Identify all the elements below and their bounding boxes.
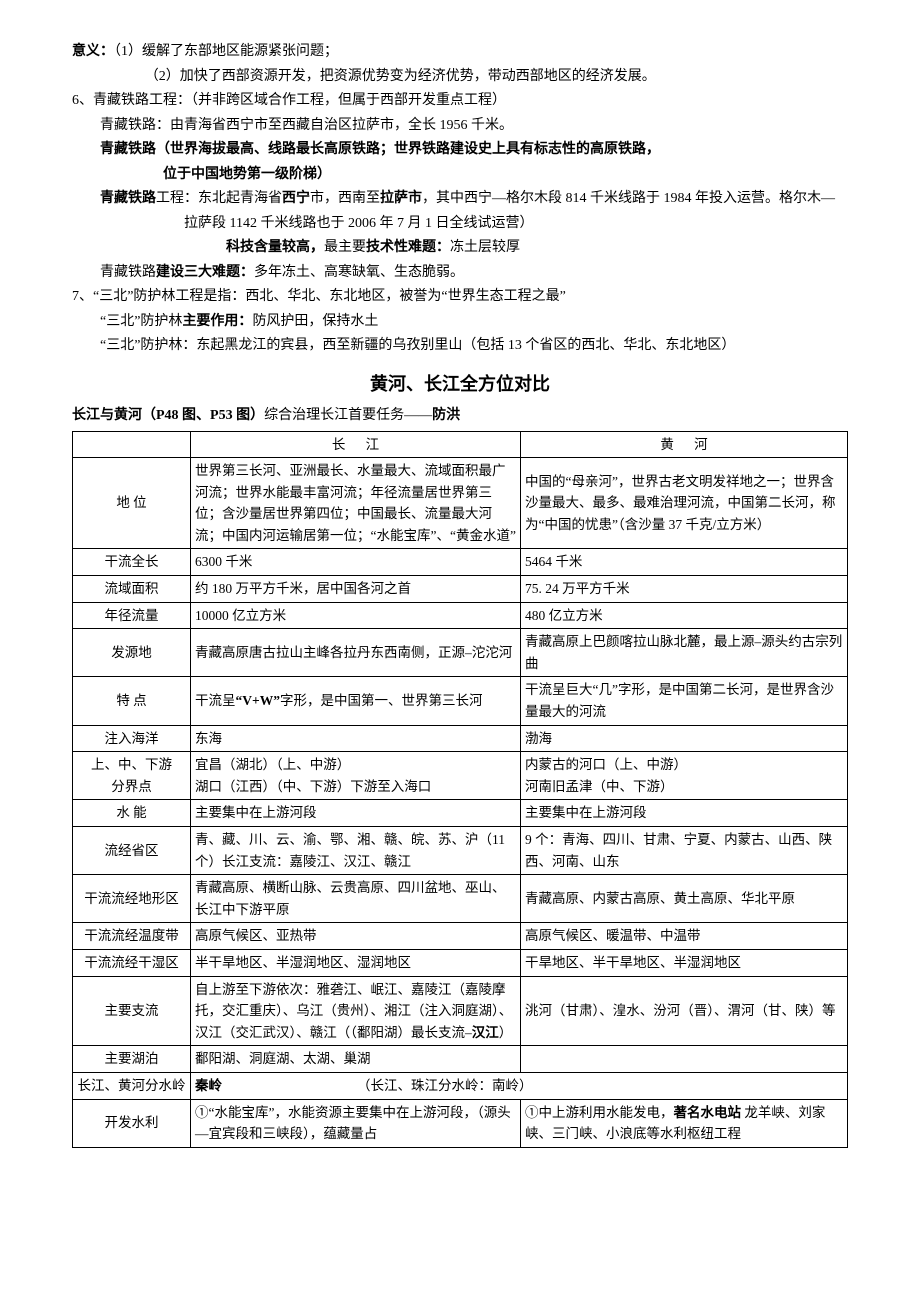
table-header-changjiang: 长江	[191, 431, 521, 458]
table-row: 注入海洋东海渤海	[73, 725, 848, 752]
cell-changjiang: 10000 亿立方米	[191, 602, 521, 629]
row-label: 上、中、下游 分界点	[73, 752, 191, 800]
row-label: 干流全长	[73, 549, 191, 576]
row-label: 开发水利	[73, 1099, 191, 1147]
comparison-table: 长江黄河地 位世界第三长河、亚洲最长、水量最大、流域面积最广河流；世界水能最丰富…	[72, 431, 848, 1148]
row-label: 干流流经干湿区	[73, 949, 191, 976]
cell-changjiang: 东海	[191, 725, 521, 752]
cell-changjiang: 青藏高原唐古拉山主峰各拉丹东西南侧，正源–沱沱河	[191, 629, 521, 677]
item6-c: 青藏铁路（世界海拔最高、线路最长高原铁路；世界铁路建设史上具有标志性的高原铁路，	[72, 138, 848, 163]
meaning-line2: （2）加快了西部资源开发，把资源优势变为经济优势，带动西部地区的经济发展。	[72, 65, 848, 90]
table-row: 年径流量10000 亿立方米480 亿立方米	[73, 602, 848, 629]
table-row: 主要支流自上游至下游依次：雅砻江、岷江、嘉陵江（嘉陵摩托，交汇重庆）、乌江（贵州…	[73, 976, 848, 1046]
cell-huanghe: 主要集中在上游河段	[521, 800, 848, 827]
table-row: 上、中、下游 分界点宜昌（湖北）（上、中游） 湖口（江西）（中、下游）下游至入海…	[73, 752, 848, 800]
item6-d: 青藏铁路工程：东北起青海省西宁市，西南至拉萨市，其中西宁—格尔木段 814 千米…	[72, 187, 848, 236]
meaning-line: 意义：（1）缓解了东部地区能源紧张问题；	[72, 40, 848, 65]
row-label: 主要湖泊	[73, 1046, 191, 1073]
table-row: 特 点干流呈“V+W”字形，是中国第一、世界第三长河干流呈巨大“几”字形，是中国…	[73, 677, 848, 725]
table-header-huanghe: 黄河	[521, 431, 848, 458]
table-header-empty	[73, 431, 191, 458]
table-row: 干流全长6300 千米5464 千米	[73, 549, 848, 576]
row-label: 地 位	[73, 458, 191, 549]
top-section: 意义：（1）缓解了东部地区能源紧张问题； （2）加快了西部资源开发，把资源优势变…	[72, 40, 848, 359]
item6-f: 青藏铁路建设三大难题：多年冻土、高寒缺氧、生态脆弱。	[72, 261, 848, 286]
cell-huanghe: 75. 24 万平方千米	[521, 576, 848, 603]
meaning-label: 意义：	[72, 44, 114, 59]
row-label: 流经省区	[73, 827, 191, 875]
cell-changjiang: 约 180 万平方千米，居中国各河之首	[191, 576, 521, 603]
table-row: 长江、黄河分水岭秦岭（长江、珠江分水岭：南岭）	[73, 1072, 848, 1099]
item7-c: “三北”防护林：东起黑龙江的宾县，西至新疆的乌孜别里山（包括 13 个省区的西北…	[72, 334, 848, 359]
cell-changjiang: 高原气候区、亚热带	[191, 923, 521, 950]
cell-changjiang: 鄱阳湖、洞庭湖、太湖、巢湖	[191, 1046, 521, 1073]
cell-huanghe: 中国的“母亲河”，世界古老文明发祥地之一；世界含沙量最大、最多、最难治理河流，中…	[521, 458, 848, 549]
cell-changjiang: 世界第三长河、亚洲最长、水量最大、流域面积最广河流；世界水能最丰富河流；年径流量…	[191, 458, 521, 549]
row-label: 主要支流	[73, 976, 191, 1046]
table-row: 流经省区青、藏、川、云、渝、鄂、湘、赣、皖、苏、沪（11 个）长江支流：嘉陵江、…	[73, 827, 848, 875]
item6-b: 青藏铁路：由青海省西宁市至西藏自治区拉萨市，全长 1956 千米。	[72, 114, 848, 139]
cell-huanghe: 青藏高原、内蒙古高原、黄土高原、华北平原	[521, 875, 848, 923]
item6-e: 科技含量较高，最主要技术性难题：冻土层较厚	[72, 236, 848, 261]
cell-huanghe: 5464 千米	[521, 549, 848, 576]
row-label: 水 能	[73, 800, 191, 827]
cell-changjiang: ①“水能宝库”，水能资源主要集中在上游河段，（源头—宜宾段和三峡段），蕴藏量占	[191, 1099, 521, 1147]
table-row: 干流流经温度带高原气候区、亚热带高原气候区、暖温带、中温带	[73, 923, 848, 950]
cell-huanghe: 干旱地区、半干旱地区、半湿润地区	[521, 949, 848, 976]
item7-a: 7、“三北”防护林工程是指：西北、华北、东北地区，被誉为“世界生态工程之最”	[72, 285, 848, 310]
cell-changjiang: 半干旱地区、半湿润地区、湿润地区	[191, 949, 521, 976]
cell-changjiang: 6300 千米	[191, 549, 521, 576]
table-row: 干流流经地形区青藏高原、横断山脉、云贵高原、四川盆地、巫山、长江中下游平原青藏高…	[73, 875, 848, 923]
cell-huanghe: 洮河（甘肃）、湟水、汾河（晋）、渭河（甘、陕）等	[521, 976, 848, 1046]
row-label: 长江、黄河分水岭	[73, 1072, 191, 1099]
cell-changjiang: 青藏高原、横断山脉、云贵高原、四川盆地、巫山、长江中下游平原	[191, 875, 521, 923]
table-row: 水 能主要集中在上游河段主要集中在上游河段	[73, 800, 848, 827]
row-label: 注入海洋	[73, 725, 191, 752]
table-row: 干流流经干湿区半干旱地区、半湿润地区、湿润地区干旱地区、半干旱地区、半湿润地区	[73, 949, 848, 976]
table-row: 主要湖泊鄱阳湖、洞庭湖、太湖、巢湖	[73, 1046, 848, 1073]
cell-changjiang: 青、藏、川、云、渝、鄂、湘、赣、皖、苏、沪（11 个）长江支流：嘉陵江、汉江、赣…	[191, 827, 521, 875]
cell-changjiang: 秦岭（长江、珠江分水岭：南岭）	[191, 1072, 848, 1099]
cell-huanghe: 干流呈巨大“几”字形，是中国第二长河，是世界含沙量最大的河流	[521, 677, 848, 725]
cell-huanghe	[521, 1046, 848, 1073]
row-label: 干流流经地形区	[73, 875, 191, 923]
cell-changjiang: 主要集中在上游河段	[191, 800, 521, 827]
row-label: 干流流经温度带	[73, 923, 191, 950]
cell-changjiang: 自上游至下游依次：雅砻江、岷江、嘉陵江（嘉陵摩托，交汇重庆）、乌江（贵州）、湘江…	[191, 976, 521, 1046]
cell-huanghe: 9 个：青海、四川、甘肃、宁夏、内蒙古、山西、陕西、河南、山东	[521, 827, 848, 875]
row-label: 年径流量	[73, 602, 191, 629]
item7-b: “三北”防护林主要作用：防风护田，保持水土	[72, 310, 848, 335]
sub-title: 长江与黄河（P48 图、P53 图）综合治理长江首要任务——防洪	[72, 404, 848, 429]
table-row: 发源地青藏高原唐古拉山主峰各拉丹东西南侧，正源–沱沱河青藏高原上巴颜喀拉山脉北麓…	[73, 629, 848, 677]
cell-huanghe: 青藏高原上巴颜喀拉山脉北麓，最上源–源头约古宗列曲	[521, 629, 848, 677]
row-label: 流域面积	[73, 576, 191, 603]
table-row: 开发水利①“水能宝库”，水能资源主要集中在上游河段，（源头—宜宾段和三峡段），蕴…	[73, 1099, 848, 1147]
cell-huanghe: 内蒙古的河口（上、中游） 河南旧孟津（中、下游）	[521, 752, 848, 800]
cell-huanghe: ①中上游利用水能发电，著名水电站 龙羊峡、刘家峡、三门峡、小浪底等水利枢纽工程	[521, 1099, 848, 1147]
item6-c2: 位于中国地势第一级阶梯）	[72, 163, 848, 188]
cell-changjiang: 干流呈“V+W”字形，是中国第一、世界第三长河	[191, 677, 521, 725]
row-label: 发源地	[73, 629, 191, 677]
cell-huanghe: 高原气候区、暖温带、中温带	[521, 923, 848, 950]
table-row: 地 位世界第三长河、亚洲最长、水量最大、流域面积最广河流；世界水能最丰富河流；年…	[73, 458, 848, 549]
cell-changjiang: 宜昌（湖北）（上、中游） 湖口（江西）（中、下游）下游至入海口	[191, 752, 521, 800]
row-label: 特 点	[73, 677, 191, 725]
table-row: 流域面积约 180 万平方千米，居中国各河之首75. 24 万平方千米	[73, 576, 848, 603]
item6-a: 6、青藏铁路工程：（并非跨区域合作工程，但属于西部开发重点工程）	[72, 89, 848, 114]
section-title: 黄河、长江全方位对比	[72, 369, 848, 401]
cell-huanghe: 渤海	[521, 725, 848, 752]
cell-huanghe: 480 亿立方米	[521, 602, 848, 629]
